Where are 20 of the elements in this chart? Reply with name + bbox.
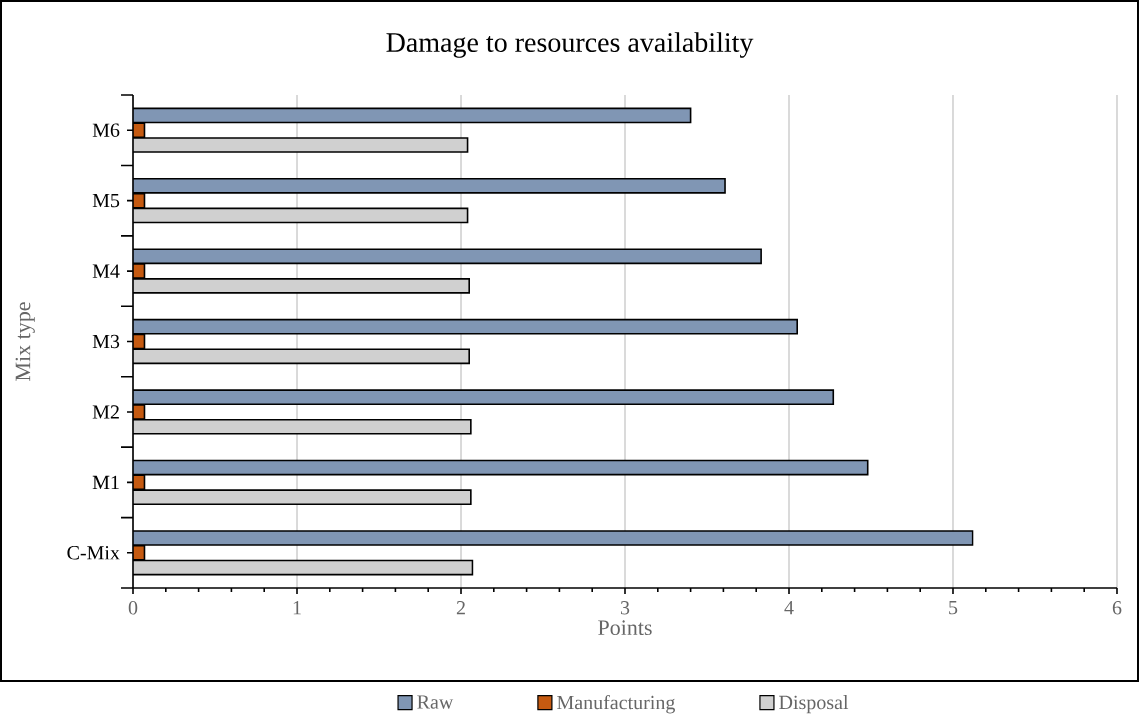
chart-title: Damage to resources availability [386, 32, 754, 58]
legend-label: Raw [417, 695, 454, 709]
y-tick-label: M3 [92, 334, 120, 349]
legend-label: Disposal [779, 695, 849, 714]
x-axis-title: Points [598, 620, 652, 636]
y-tick-label: C-Mix [67, 546, 120, 560]
x-tick-label: 0 [128, 601, 138, 615]
y-tick-label: M6 [92, 123, 120, 137]
y-tick-label: M5 [92, 193, 120, 208]
x-tick-label: 3 [620, 601, 630, 615]
y-axis-title: Mix type [15, 302, 35, 381]
x-tick-label: 6 [1112, 601, 1122, 615]
y-tick-label: M4 [92, 264, 120, 278]
x-tick-label: 5 [949, 601, 958, 615]
x-tick-label: 1 [293, 601, 301, 615]
y-tick-label: M2 [92, 405, 119, 419]
x-tick-label: 4 [784, 601, 794, 615]
legend-label: Manufacturing [557, 694, 675, 714]
x-tick-label: 2 [456, 601, 465, 615]
y-tick-label: M1 [92, 475, 119, 489]
